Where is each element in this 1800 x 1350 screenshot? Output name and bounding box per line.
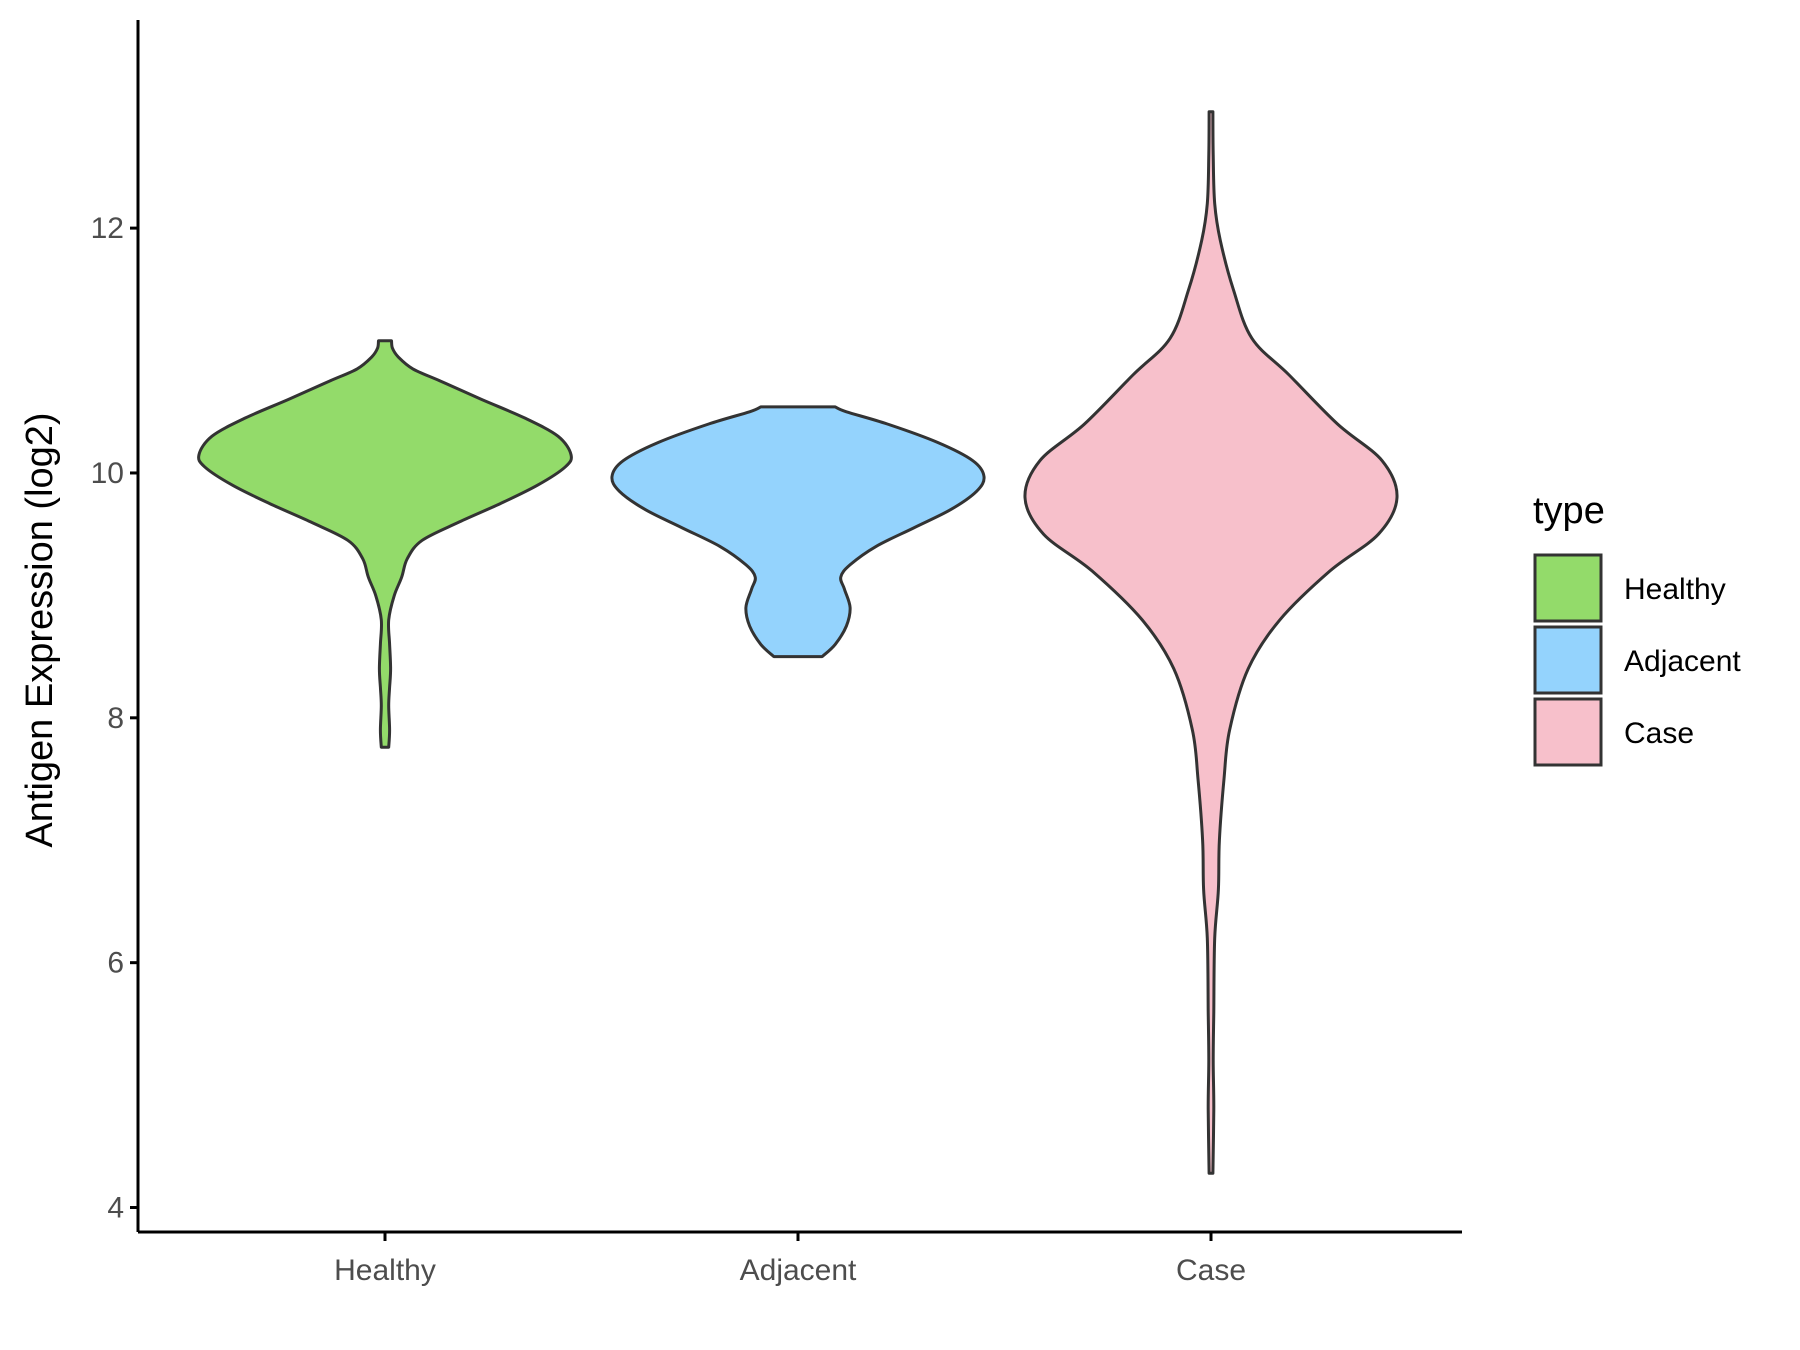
legend: type Healthy Adjacent Case <box>1533 490 1741 767</box>
x-tick-label-healthy: Healthy <box>334 1254 436 1287</box>
legend-key-healthy <box>1533 553 1603 623</box>
x-tick-label-adjacent: Adjacent <box>740 1254 857 1287</box>
violin-adjacent <box>610 405 986 659</box>
y-tick-label: 10 <box>91 457 124 490</box>
y-tick-label: 12 <box>91 212 124 245</box>
legend-title: type <box>1533 490 1605 532</box>
legend-key-case <box>1533 697 1603 767</box>
violin-case <box>1023 110 1399 1175</box>
y-tick-label: 4 <box>107 1192 124 1225</box>
y-axis-title: Antigen Expression (log2) <box>19 412 61 847</box>
y-axis: 4 6 8 10 12 <box>91 20 140 1232</box>
legend-label-adjacent: Adjacent <box>1624 645 1741 678</box>
y-tick-label: 8 <box>107 702 124 735</box>
legend-label-case: Case <box>1624 717 1694 750</box>
x-axis: Healthy Adjacent Case <box>138 1230 1462 1287</box>
plot-area <box>197 110 1399 1175</box>
legend-label-healthy: Healthy <box>1624 573 1726 606</box>
x-tick-label-case: Case <box>1176 1254 1246 1287</box>
y-tick-label: 6 <box>107 947 124 980</box>
violin-healthy <box>197 339 573 749</box>
legend-key-adjacent <box>1533 625 1603 695</box>
